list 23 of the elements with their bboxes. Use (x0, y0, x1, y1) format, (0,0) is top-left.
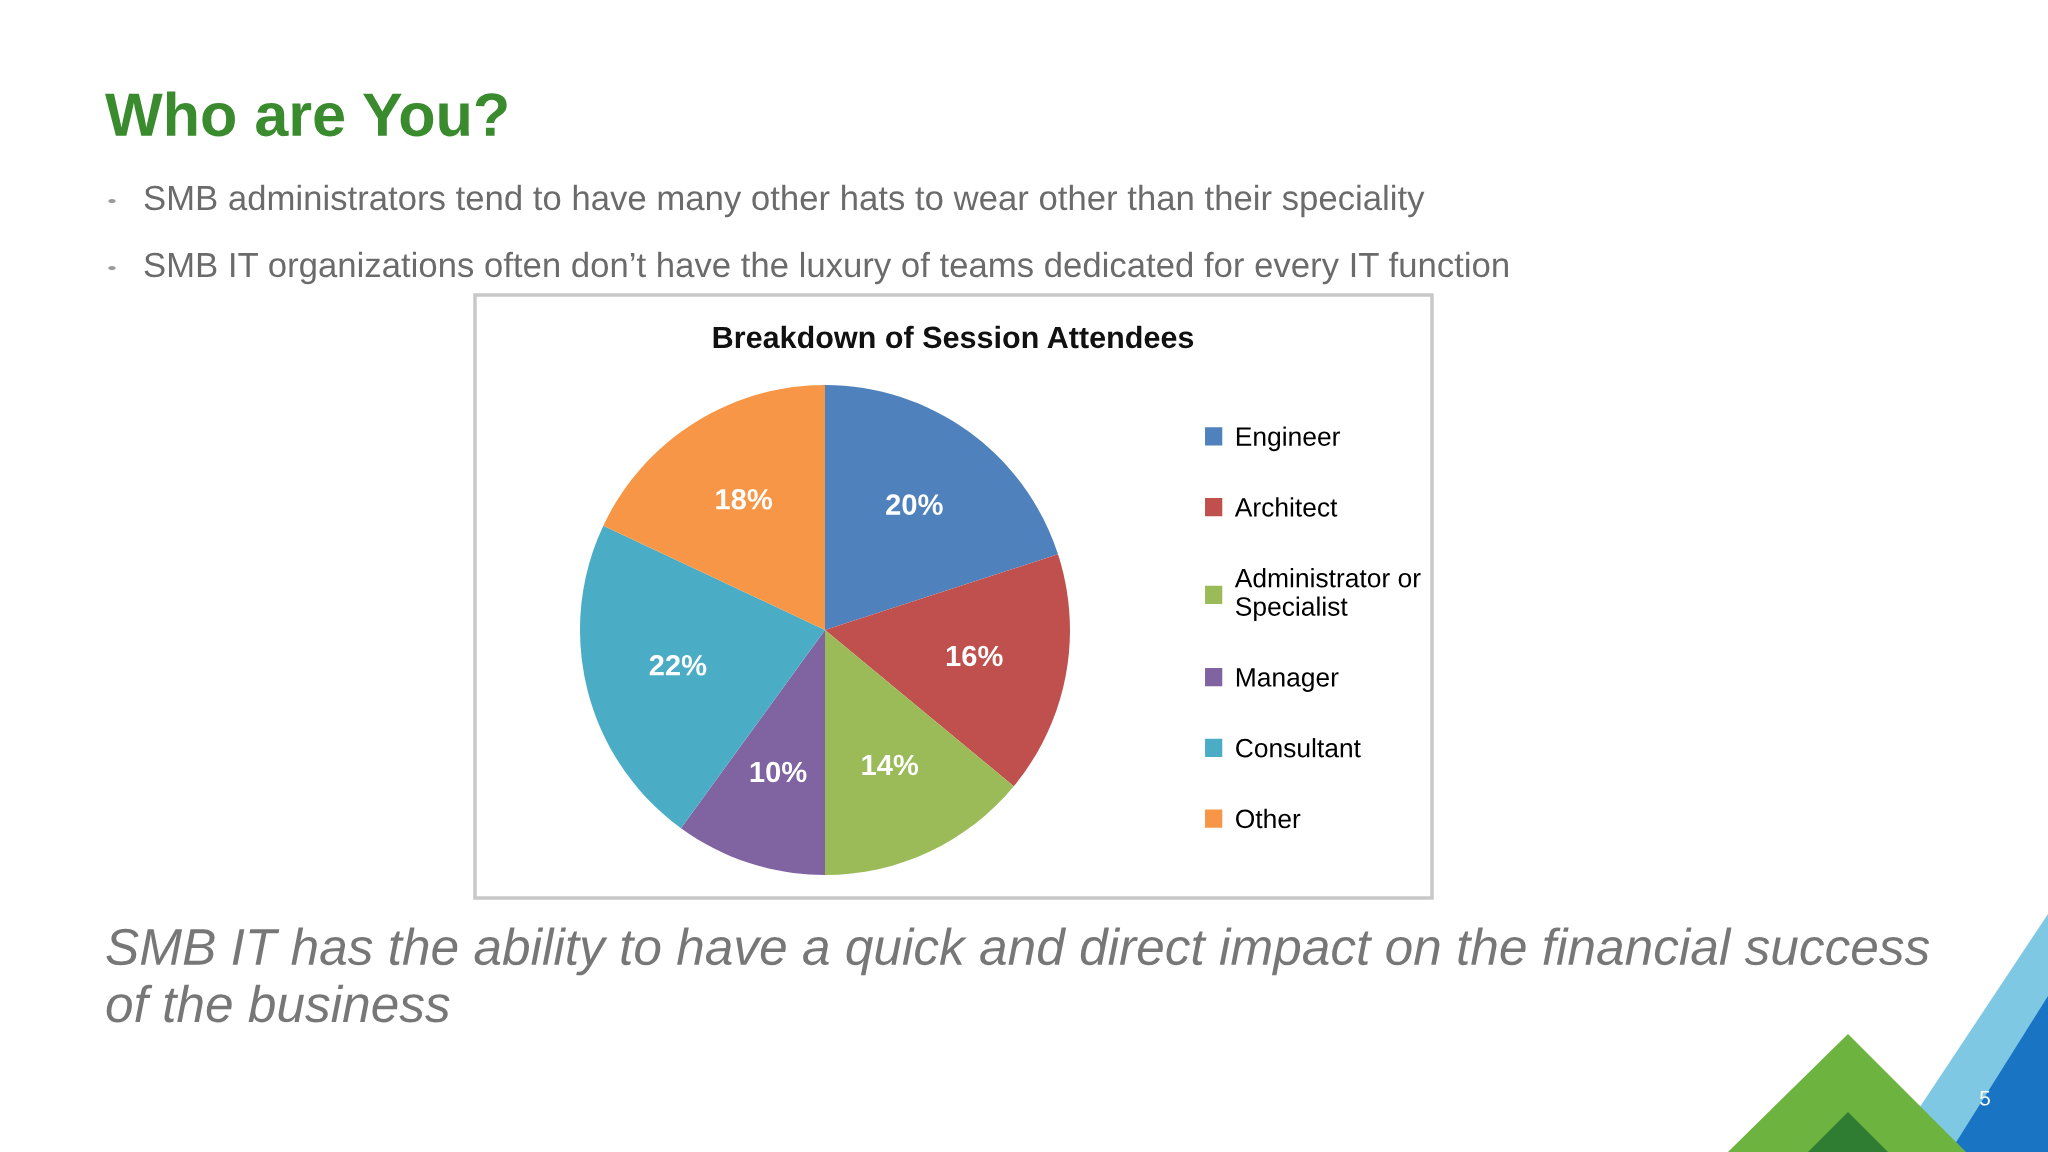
text: SMB IT organizations often don’t have the luxury of teams dedicated for every IT function (144, 251, 1508, 285)
legend-label: Administrator or Specialist (1234, 568, 1421, 622)
legend-label: Consultant (1236, 738, 1361, 758)
pie-slice (825, 554, 1070, 787)
data-label: 18% (716, 488, 773, 510)
data-label: 10% (750, 761, 807, 783)
text: SMB IT has the ability to have a quick and direct impact on the financial success of the business (106, 927, 1930, 1023)
legend-label: Manager (1236, 668, 1339, 692)
data-label: 14% (862, 754, 919, 776)
data-label: 22% (649, 654, 707, 676)
pie-slice (825, 630, 1014, 875)
data-label: 20% (886, 494, 943, 515)
data-label: 16% (946, 645, 1003, 667)
pie-slice (603, 385, 825, 630)
pie-slice (825, 385, 1059, 630)
text: 5 (1980, 1091, 1990, 1106)
text: SMB administrators tend to have many other hats to wear other than their speciality (144, 184, 1425, 218)
pie-slice (580, 525, 825, 829)
legend-label: Other (1236, 808, 1301, 829)
legend-label: Engineer (1236, 426, 1340, 452)
text: Who are You? (105, 91, 507, 137)
legend-label: Architect (1234, 497, 1338, 517)
chart-title: Breakdown of Session Attendees (713, 325, 1194, 349)
